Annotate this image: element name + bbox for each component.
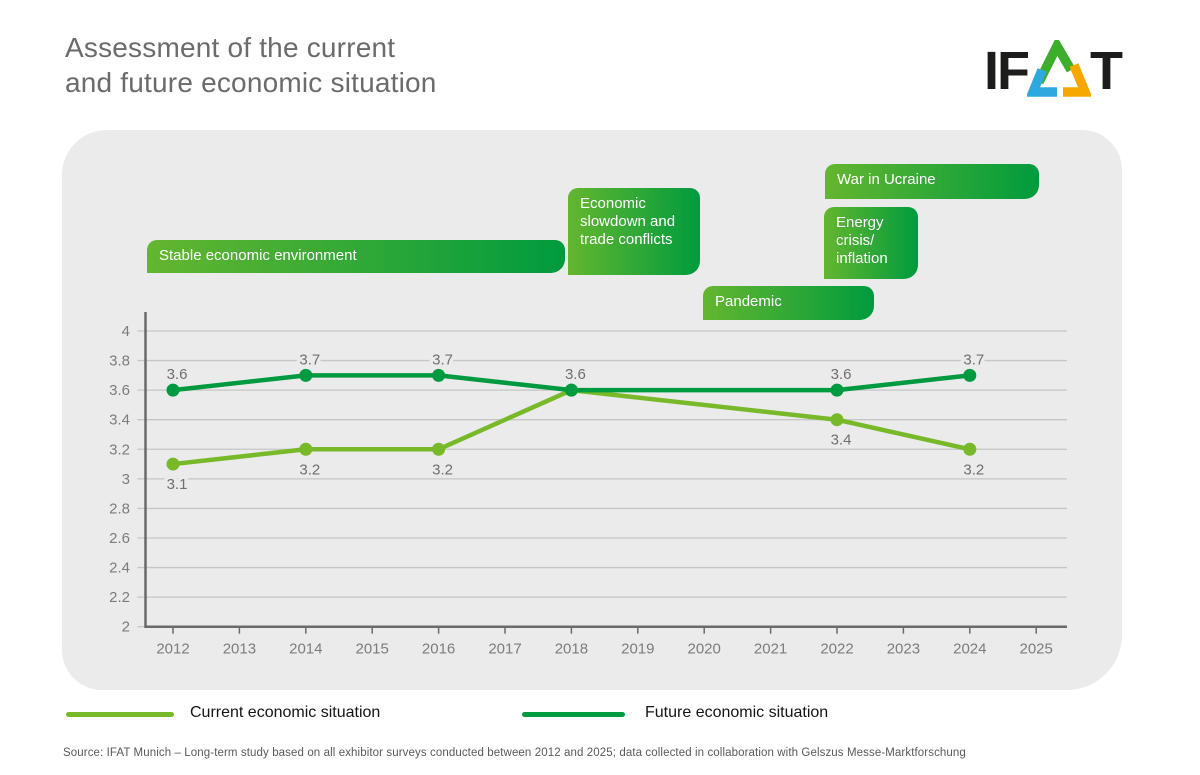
svg-text:4: 4	[122, 323, 130, 340]
series-line-1	[170, 373, 973, 393]
svg-text:3.6: 3.6	[109, 382, 130, 399]
svg-text:3.6: 3.6	[167, 366, 188, 383]
axes	[144, 312, 1067, 628]
svg-text:2: 2	[122, 619, 130, 636]
source-note: Source: IFAT Munich – Long-term study ba…	[63, 747, 966, 759]
annotation-war-in-ucraine: War in Ucraine	[825, 164, 1039, 199]
svg-text:2019: 2019	[621, 641, 654, 658]
svg-text:2016: 2016	[422, 641, 455, 658]
svg-text:3.7: 3.7	[432, 351, 453, 368]
svg-text:3.4: 3.4	[109, 412, 130, 429]
svg-text:2013: 2013	[223, 641, 256, 658]
svg-text:2020: 2020	[688, 641, 721, 658]
svg-text:2014: 2014	[289, 641, 322, 658]
svg-text:2.8: 2.8	[109, 500, 130, 517]
svg-text:2.6: 2.6	[109, 530, 130, 547]
page-title-line2: and future economic situation	[65, 67, 437, 98]
svg-text:3.6: 3.6	[565, 366, 586, 383]
svg-text:3.2: 3.2	[299, 461, 320, 478]
ifat-logo-letter-right: T	[1090, 41, 1123, 101]
y-axis-labels: 4 3.8 3.6 3.4 3.2 3 2.8 2.6 2.4 2.2 2	[109, 323, 130, 636]
svg-text:2015: 2015	[356, 641, 389, 658]
svg-text:3.7: 3.7	[299, 351, 320, 368]
legend-future-swatch	[522, 712, 625, 717]
annotation-economic-slowdown-trade-conflicts: Economic slowdown and trade conflicts	[568, 188, 700, 275]
page-title: Assessment of the current and future eco…	[65, 30, 437, 100]
series-markers-0	[166, 383, 977, 471]
x-axis-ticks: 2012 2013 2014 2015 2016 2017 2018 2019 2020 2021…	[156, 627, 1053, 658]
svg-text:2018: 2018	[555, 641, 588, 658]
chart-panel: 4 3.8 3.6 3.4 3.2 3 2.8 2.6 2.4 2.2 2 2012 2013 2014 2…	[62, 130, 1122, 690]
svg-text:3.4: 3.4	[831, 432, 852, 449]
annotation-stable-economic-environment: Stable economic environment	[147, 240, 565, 273]
legend-current-label: Current economic situation	[190, 704, 381, 721]
ifat-logo-letters-left: IF	[984, 41, 1030, 101]
svg-text:3.2: 3.2	[432, 461, 453, 478]
svg-text:3.2: 3.2	[109, 441, 130, 458]
svg-text:2.4: 2.4	[109, 560, 130, 577]
svg-text:3.6: 3.6	[831, 366, 852, 383]
ifat-logo-triangle-icon	[1027, 40, 1091, 97]
svg-text:2012: 2012	[156, 641, 189, 658]
svg-text:2024: 2024	[953, 641, 986, 658]
page-title-line1: Assessment of the current	[65, 32, 396, 63]
svg-text:2023: 2023	[887, 641, 920, 658]
series-markers-1	[166, 368, 977, 397]
data-labels: 3.1 3.2 3.2 3.4 3.2 3.6 3.7 3.7 3.6 3.6 3.7	[163, 348, 988, 497]
svg-text:3.1: 3.1	[167, 476, 188, 493]
svg-text:3: 3	[122, 471, 130, 488]
y-gridlines	[137, 330, 1067, 628]
series-line-0	[170, 387, 973, 467]
svg-text:2021: 2021	[754, 641, 787, 658]
svg-text:2017: 2017	[488, 641, 521, 658]
legend-current-swatch	[66, 712, 174, 717]
svg-text:3.7: 3.7	[963, 351, 984, 368]
svg-text:3.8: 3.8	[109, 353, 130, 370]
annotation-pandemic: Pandemic	[703, 286, 874, 320]
svg-text:2022: 2022	[820, 641, 853, 658]
svg-text:3.2: 3.2	[963, 461, 984, 478]
svg-text:2025: 2025	[1020, 641, 1053, 658]
legend-future-label: Future economic situation	[645, 704, 829, 721]
ifat-logo: IF T	[984, 40, 1123, 102]
annotation-energy-crisis-inflation: Energy crisis/ inflation	[824, 207, 918, 279]
svg-text:2.2: 2.2	[109, 589, 130, 606]
